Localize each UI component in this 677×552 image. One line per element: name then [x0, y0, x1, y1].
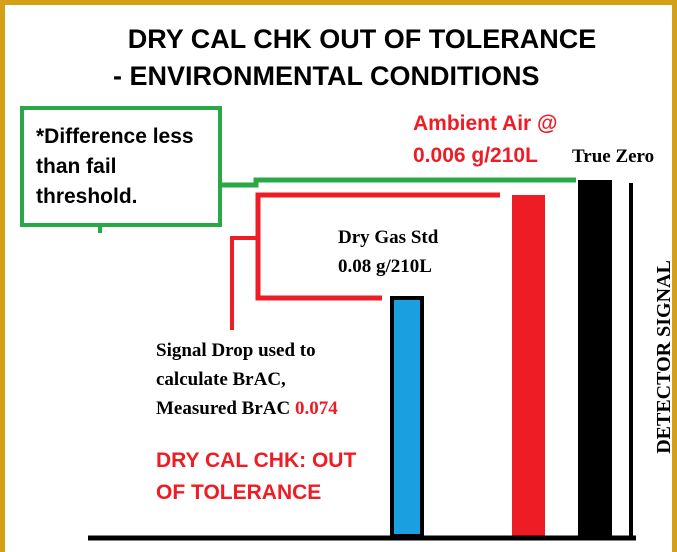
- signal-drop-text: calculate BrAC,: [156, 369, 286, 390]
- measured-brac-value: 0.074: [295, 398, 338, 419]
- true-zero-label: True Zero: [572, 146, 654, 167]
- axis-label: DETECTOR SIGNAL: [653, 260, 675, 454]
- threshold-line: [220, 177, 576, 188]
- signal-drop-text: Measured BrAC 0.074: [156, 398, 338, 419]
- title-line: - ENVIRONMENTAL CONDITIONS: [113, 61, 540, 91]
- note-text: *Difference less: [36, 125, 194, 148]
- signal-drop-bracket: [255, 192, 500, 301]
- title-line: DRY CAL CHK OUT OF TOLERANCE: [128, 24, 597, 54]
- ambient-bar: [512, 195, 545, 536]
- note-text: than fail: [36, 155, 117, 178]
- status-text: OF TOLERANCE: [156, 481, 321, 504]
- ambient-label: Ambient Air @: [413, 112, 558, 135]
- status-text: DRY CAL CHK: OUT: [156, 449, 356, 472]
- dry-gas-label: Dry Gas Std: [338, 227, 439, 248]
- signal-drop-pointer: [230, 236, 258, 330]
- signal-drop-text: Signal Drop used to: [156, 340, 316, 361]
- true-zero-bar: [578, 180, 612, 536]
- signal-drop-text: Measured BrAC: [156, 398, 295, 419]
- note-box: [20, 106, 222, 227]
- dry-gas-label: 0.08 g/210L: [338, 256, 432, 277]
- note-text: threshold.: [36, 185, 138, 208]
- dry-gas-bar: [390, 296, 424, 538]
- ambient-label: 0.006 g/210L: [413, 144, 538, 167]
